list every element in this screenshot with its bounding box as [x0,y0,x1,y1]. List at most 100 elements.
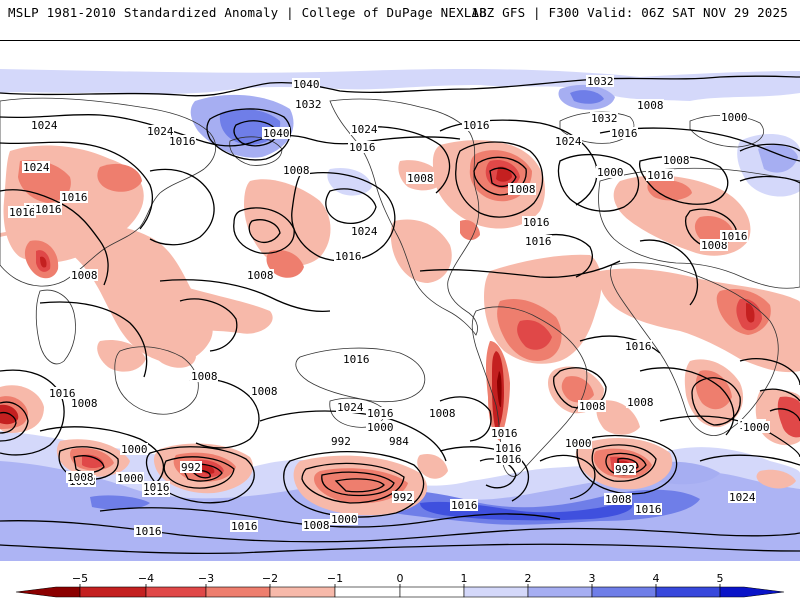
colorbar-tick-label: 3 [589,572,596,585]
isobar-label: 1024 [336,401,364,414]
svg-text:1008: 1008 [407,172,434,185]
isobar-label: 1008 [636,99,664,112]
svg-text:1024: 1024 [337,401,364,414]
svg-text:1032: 1032 [587,75,614,88]
svg-text:1016: 1016 [143,481,170,494]
svg-text:1000: 1000 [331,513,358,526]
svg-text:1032: 1032 [591,112,618,125]
svg-text:1016: 1016 [335,250,362,263]
svg-text:1008: 1008 [509,183,536,196]
isobar-label: 1000 [564,437,592,450]
isobar-label: 1008 [246,269,274,282]
svg-text:1016: 1016 [9,206,36,219]
colorbar-swatch [463,586,529,598]
isobar-label: 1000 [120,443,148,456]
svg-text:1016: 1016 [35,203,62,216]
colorbar-tick-label: −1 [327,572,343,585]
svg-text:1008: 1008 [627,396,654,409]
isobar-label: 1008 [508,183,536,196]
isobar-label: 1008 [604,493,632,506]
svg-text:1024: 1024 [31,119,58,132]
isobar-label: 1016 [8,206,36,219]
svg-text:1016: 1016 [523,216,550,229]
colorbar-tick-label: −3 [198,572,214,585]
colorbar-swatch [15,586,81,598]
isobar-label: 1016 [462,119,490,132]
isobar-label-group: 1040 1032 1024 1024 1016 1040 1024 1016 … [8,75,770,538]
colorbar-tick-label: −5 [72,572,88,585]
isobar-label: 1008 [302,519,330,532]
svg-text:1008: 1008 [303,519,330,532]
colorbar-swatch [655,586,721,598]
svg-text:1008: 1008 [283,164,310,177]
colorbar-tick-label: −4 [138,572,154,585]
isobar-label: 1024 [350,225,378,238]
isobar-label: 1024 [22,161,50,174]
svg-text:992: 992 [615,463,635,476]
isobar-label: 1008 [662,154,690,167]
svg-text:1016: 1016 [611,127,638,140]
svg-text:1008: 1008 [191,370,218,383]
svg-text:1016: 1016 [495,453,522,466]
svg-text:1008: 1008 [429,407,456,420]
isobar-label: 1016 [624,340,652,353]
isobar-label: 1024 [554,135,582,148]
isobar-label: 1024 [146,125,174,138]
svg-text:1016: 1016 [49,387,76,400]
svg-text:1000: 1000 [721,111,748,124]
svg-text:992: 992 [393,491,413,504]
svg-text:1016: 1016 [61,191,88,204]
isobar-contours [0,75,800,555]
isobar-label: 992 [392,491,414,504]
svg-text:1016: 1016 [525,235,552,248]
colorbar-swatch [205,586,271,598]
svg-text:1016: 1016 [647,169,674,182]
isobar-label: 1016 [720,230,748,243]
svg-text:1000: 1000 [743,421,770,434]
isobar-label: 1016 [168,135,196,148]
isobar-label: 1016 [524,235,552,248]
isobar-label: 1032 [586,75,614,88]
isobar-label: 1000 [720,111,748,124]
isobar-label: 1040 [292,78,320,91]
svg-text:1016: 1016 [635,503,662,516]
isobar-label: 1008 [406,172,434,185]
colorbar-tick-label: 2 [525,572,532,585]
svg-text:1016: 1016 [463,119,490,132]
colorbar-swatch [145,586,207,598]
svg-text:1008: 1008 [701,239,728,252]
colorbar-swatches [15,584,785,598]
colorbar: −5 −4 −3 −2 −1 0 1 2 3 4 5 [0,572,800,600]
isobar-label: 1000 [742,421,770,434]
isobar-label: 1000 [116,472,144,485]
isobar-label: 1024 [30,119,58,132]
svg-text:1016: 1016 [343,353,370,366]
isobar-label: 1016 [610,127,638,140]
isobar-label: 1016 [342,353,370,366]
isobar-label: 1008 [70,269,98,282]
chart-title: MSLP 1981-2010 Standardized Anomaly | Co… [8,5,487,20]
svg-text:1000: 1000 [121,443,148,456]
svg-text:1040: 1040 [263,127,290,140]
isobar-label: 1016 [490,427,518,440]
colorbar-tick-label: 1 [461,572,468,585]
isobar-label: 1016 [134,525,162,538]
svg-text:1008: 1008 [67,471,94,484]
svg-text:1016: 1016 [135,525,162,538]
isobar-label: 992 [330,435,352,448]
isobar-label: 1016 [48,387,76,400]
isobar-label: 1008 [70,397,98,410]
colorbar-tick-label: 0 [397,572,404,585]
colorbar-swatch [399,586,465,598]
isobar-label: 1008 [626,396,654,409]
isobar-label: 1008 [578,400,606,413]
anomaly-map: 1040 1032 1024 1024 1016 1040 1024 1016 … [0,40,800,561]
svg-text:1024: 1024 [351,123,378,136]
isobar-label: 1000 [596,166,624,179]
colorbar-swatch [269,586,336,598]
svg-text:1008: 1008 [247,269,274,282]
colorbar-swatch [527,586,593,598]
svg-text:992: 992 [331,435,351,448]
isobar-label: 1000 [330,513,358,526]
colorbar-swatch [334,586,401,598]
